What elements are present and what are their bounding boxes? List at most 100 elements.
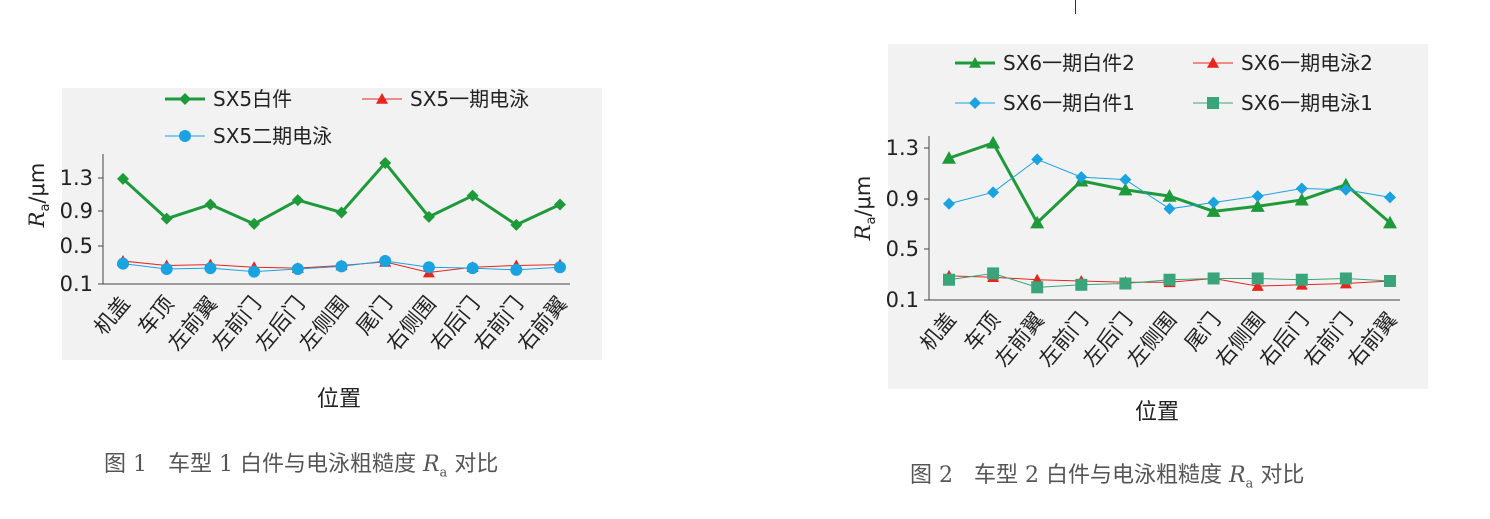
chart-1-series-1-point [466,189,479,202]
chart-2-series-4-point [943,273,955,286]
chart-2-series-3 [943,153,1396,215]
chart-2-series-1-point [986,135,1001,149]
chart-2-series-1-point [1294,192,1309,206]
chart-1-series-3 [117,255,566,278]
chart-1-series-3-point [422,261,435,274]
chart-1-series-3-point [510,263,523,276]
chart-1-y-tick-label: 0.1 [60,272,93,296]
figure-1-caption-text: 车型 1 白件与电泳粗糙度 [167,452,416,477]
chart-1-series-1-point [204,198,217,211]
chart-2-y-tick-label: 1.3 [886,136,919,160]
chart-2-legend-item-1: SX6一期白件2 [955,51,1135,75]
chart-2-legend-label: SX6一期电泳1 [1241,91,1373,115]
chart-2-series-3-point [1384,191,1396,204]
chart-2-y-tick-label: 0.5 [886,237,919,261]
chart-2-series-1-point [1162,189,1177,202]
chart-1-series-1-point [422,210,435,223]
chart-1-y-tick-label: 0.9 [60,199,93,223]
figure-1-caption: 图 1 车型 1 白件与电泳粗糙度 Ra 对比 [104,446,498,480]
chart-1-series-3-point [160,262,173,275]
chart-2-series-1-point [1118,182,1133,196]
figure-1-caption-tail: 对比 [454,452,499,477]
figure-2-caption-R: R [1228,463,1246,488]
chart-2-series-4 [943,267,1396,294]
figure-2-number: 图 2 [910,463,953,488]
chart-2-legend-label: SX6一期白件1 [1003,91,1135,115]
chart-1-series-1-point [510,218,523,231]
figure-2-caption-sub: a [1245,476,1254,492]
chart-1-y-tick-label: 1.3 [60,166,93,190]
chart-2-y-tick-label: 0.9 [886,187,919,211]
chart-2-series-2-point [1251,280,1264,291]
chart-1-series-3-point [554,261,566,274]
chart-2-series-3-point [1207,196,1220,209]
chart-2-series-4-point [1384,275,1396,287]
chart-2-legend-swatch-marker [969,97,981,109]
chart-1-legend-item-3: SX5二期电泳 [165,124,332,148]
chart-2-legend-swatch-marker [1207,97,1219,109]
chart-1-legend-swatch-marker [376,93,388,104]
column-divider [1075,0,1076,14]
chart-1-series-3-point [335,260,348,273]
chart-2-series-3-point [1119,173,1132,186]
chart-1-legend-item-1: SX5白件 [165,87,292,111]
chart-2-series-1-point [942,151,956,164]
chart-2-series-3-point [1251,190,1264,203]
chart-2-series-4-point [1163,273,1176,286]
chart-1-series-1-point [554,198,566,211]
chart-2-legend-item-2: SX6一期电泳2 [1193,51,1373,75]
chart-2-legend-swatch-marker [969,57,981,68]
chart-2-series-4-point [1295,273,1308,286]
chart-2-y-tick-label: 0.1 [886,288,919,312]
chart-1-series-3-point [204,262,217,275]
figure-1-caption-sub: a [439,465,448,481]
chart-1-series-3-point [291,262,304,275]
chart-1-legend-swatch-marker [179,93,191,105]
chart-1-series-1-point [335,206,348,219]
chart-2-series-3-point [1163,202,1176,215]
chart-1-legend-label: SX5一期电泳 [410,87,529,111]
chart-1-series-1-point [379,156,392,169]
chart-2-series-4-point [1207,272,1220,285]
chart-2-series-4-point [1339,272,1352,285]
chart-1-series-3-point [466,262,479,275]
chart-1-legend-label: SX5二期电泳 [213,124,332,148]
chart-2-legend-label: SX6一期白件2 [1003,51,1135,75]
chart-1-y-axis-label: Ra/μm [25,163,53,229]
chart-2-series-3-point [1075,171,1088,184]
chart-2-series-1-point [1250,199,1265,212]
figure-2-caption-text: 车型 2 白件与电泳粗糙度 [973,463,1222,488]
chart-2-series-4-point [1119,277,1132,290]
chart-1-series-1-point [291,194,304,207]
chart-2-y-axis-label: Ra/μm [851,176,879,242]
chart-2-legend-swatch-marker [1207,57,1219,68]
chart-2-series-1-point [1030,215,1045,229]
chart-2-series-4-point [1251,272,1264,285]
chart-1-group: 0.10.50.91.3Ra/μm机盖车顶左前翼左前门左后门左侧围尾门右侧围右后… [25,87,602,412]
chart-1-series-1-point [160,212,173,225]
chart-2-legend-label: SX6一期电泳2 [1241,51,1373,75]
figure-1-number: 图 1 [104,452,147,477]
chart-2-series-4-point [987,267,1000,280]
chart-2-series-3-point [1031,153,1044,166]
figure-1-caption-R: R [422,452,440,477]
chart-1-series-3-point [117,257,129,270]
chart-2-legend-item-3: SX6一期白件1 [955,91,1135,115]
figure-2-caption-tail: 对比 [1260,463,1305,488]
chart-1-legend-label: SX5白件 [213,87,292,111]
chart-2-series-4-point [1031,281,1044,294]
chart-1-y-tick-label: 0.5 [60,234,93,258]
chart-2-series-1-point [1383,215,1397,229]
chart-1-series-3-point [379,255,392,268]
chart-1-x-axis-label: 位置 [317,387,361,412]
chart-1-legend-swatch-marker [179,130,191,142]
chart-1-series-1 [117,156,566,231]
chart-2-series-1-point [1206,204,1221,217]
chart-1-legend-item-2: SX5一期电泳 [362,87,529,111]
chart-2-series-4-point [1075,278,1088,291]
figure-2-caption: 图 2 车型 2 白件与电泳粗糙度 Ra 对比 [910,457,1304,491]
chart-2-series-3-point [943,197,955,210]
chart-2-legend-item-4: SX6一期电泳1 [1193,91,1373,115]
